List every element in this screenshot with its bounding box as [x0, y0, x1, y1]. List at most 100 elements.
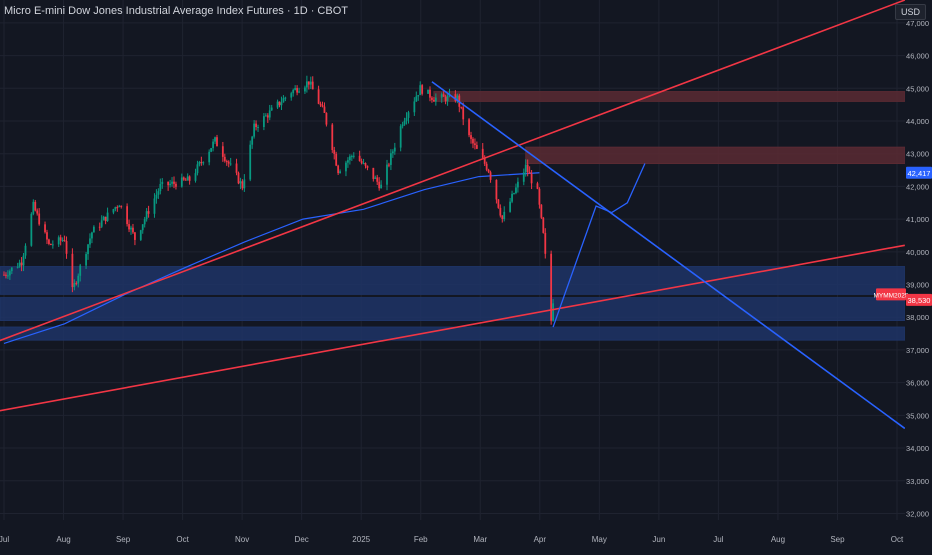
- candle-body: [46, 232, 48, 240]
- candle-body: [30, 213, 33, 246]
- candle-body: [292, 89, 295, 94]
- candle-body: [196, 164, 199, 174]
- candle-body: [49, 243, 52, 245]
- candle-body: [221, 146, 224, 157]
- grid: [0, 0, 905, 520]
- candle-body: [79, 265, 82, 276]
- candle-body: [536, 183, 539, 189]
- candle-body: [98, 226, 101, 228]
- candle-body: [401, 124, 404, 127]
- candle-body: [104, 216, 107, 222]
- candle-body: [434, 97, 437, 102]
- candle-body: [378, 181, 381, 189]
- candle-body: [390, 153, 392, 165]
- candle-body: [333, 150, 336, 154]
- candle-body: [550, 253, 553, 321]
- y-tick-label: 41,000: [906, 215, 929, 224]
- projection: [552, 163, 646, 328]
- candle-body: [227, 161, 230, 164]
- candle-body: [59, 237, 62, 241]
- symbol-title: Micro E-mini Dow Jones Industrial Averag…: [4, 5, 348, 17]
- candle-body: [417, 95, 420, 97]
- candle-body: [208, 151, 211, 163]
- candle-body: [468, 119, 470, 136]
- candle-body: [112, 209, 115, 213]
- candle-body: [352, 155, 355, 157]
- candle-body: [481, 148, 484, 158]
- candle-body: [229, 163, 232, 165]
- trendline: [0, 244, 905, 412]
- candle-body: [347, 160, 349, 163]
- candle-body: [364, 163, 367, 166]
- candle-body: [405, 117, 408, 121]
- candle-body: [61, 239, 64, 241]
- candle-body: [180, 177, 183, 187]
- candle-body: [530, 173, 533, 184]
- price-label-box: [906, 293, 932, 306]
- candle-body: [268, 110, 271, 118]
- candle-body: [317, 89, 320, 104]
- candle-body: [155, 194, 158, 199]
- y-tick-label: 32,000: [906, 509, 929, 518]
- candle-body: [214, 137, 216, 142]
- candle-body: [325, 112, 328, 125]
- y-tick-label: 35,000: [906, 411, 929, 420]
- candle-body: [399, 126, 402, 148]
- candle-body: [225, 160, 228, 162]
- candle-body: [415, 96, 418, 102]
- candle-body: [307, 81, 310, 85]
- time-axis: [0, 520, 932, 550]
- price-label-box: [906, 166, 932, 179]
- candle-body: [102, 216, 105, 221]
- candle-body: [276, 101, 279, 108]
- demand-zone: [0, 266, 906, 295]
- candle-body: [345, 162, 347, 172]
- candle-body: [143, 219, 146, 225]
- candle-body: [348, 156, 351, 161]
- candle-body: [75, 283, 78, 285]
- candle-body: [71, 253, 74, 288]
- candle-body: [475, 145, 478, 149]
- y-tick-label: 44,000: [906, 117, 929, 126]
- ma-line: [3, 172, 540, 344]
- candle-body: [89, 238, 91, 245]
- candle-body: [278, 101, 281, 106]
- candle-body: [87, 244, 89, 255]
- candle-body: [350, 156, 353, 158]
- x-tick-label: Oct: [891, 535, 904, 544]
- candle-body: [427, 89, 429, 94]
- candle-body: [73, 283, 76, 288]
- candle-body: [184, 179, 187, 181]
- candle-body: [296, 88, 299, 93]
- candle-body: [501, 215, 504, 220]
- supply-zone: [433, 91, 906, 102]
- currency-button[interactable]: USD: [894, 4, 926, 20]
- candle-body: [161, 181, 164, 184]
- candle-body: [16, 266, 19, 268]
- trendlines[interactable]: [0, 0, 906, 430]
- candle-body: [380, 184, 383, 189]
- price-label: 42,417: [908, 169, 931, 178]
- candle-body: [186, 176, 189, 181]
- candle-body: [337, 165, 340, 174]
- candle-body: [239, 181, 242, 184]
- candle-body: [18, 262, 21, 267]
- candle-body: [522, 172, 525, 182]
- candle-body: [503, 211, 506, 220]
- candle-body: [262, 116, 265, 128]
- candle-body: [173, 181, 175, 184]
- candle-body: [282, 98, 285, 103]
- candle-body: [266, 115, 269, 118]
- candle-body: [141, 224, 144, 231]
- candle-body: [106, 212, 109, 222]
- candle-body: [20, 262, 23, 266]
- candle-body: [251, 136, 254, 145]
- candle-body: [462, 107, 465, 120]
- price-label-box: [876, 288, 906, 301]
- candle-body: [100, 220, 103, 227]
- candle-body: [362, 163, 365, 165]
- trendline: [431, 81, 906, 430]
